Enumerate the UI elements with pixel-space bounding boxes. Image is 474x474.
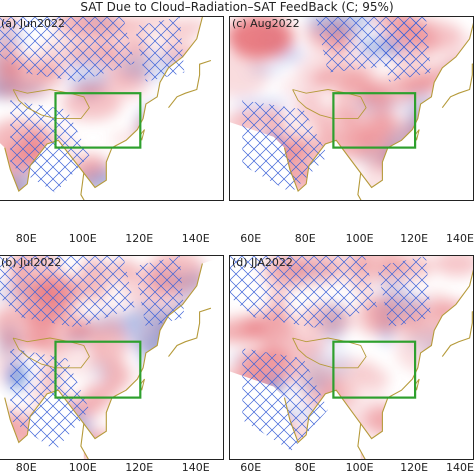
map-jja2022 [230,256,473,459]
x-tick-label: 100E [345,232,374,245]
coastline-japan [441,63,473,109]
x-tick-label: 120E [125,461,154,474]
coastline-japan [168,307,212,357]
plateau-contour [12,337,90,369]
panel-jja2022: (d) JJA2022 [229,255,474,460]
study-region-box [332,340,417,399]
panel-label: (a) Jun2022 [1,17,66,30]
x-tick-label: 120E [125,232,154,245]
x-tick-label: 80E [15,232,37,245]
coastline [80,263,203,459]
panel-jun2022: (a) Jun2022 [0,16,224,201]
coastline [357,269,473,459]
coastline-japan [441,311,473,357]
panel-label: (c) Aug2022 [232,17,300,30]
coastline [80,17,203,200]
figure-title: SAT Due to Cloud–Radiation–SAT FeedBack … [80,0,394,14]
x-tick-label: 140E [181,232,210,245]
significance-hatching [0,17,185,193]
study-region-box [54,340,142,399]
x-tick-label: 120E [400,461,429,474]
coastline-india [283,139,362,193]
x-tick-label: 140E [446,232,474,245]
significance-hatching [0,256,185,451]
panel-aug2022: (c) Aug2022 [229,16,474,201]
plateau-contour [12,89,90,120]
plateau-contour [292,337,367,369]
panel-label: (d) JJA2022 [232,256,293,269]
map-jun2022 [0,17,223,200]
x-tick-label: 100E [68,461,97,474]
x-tick-label: 60E [240,232,262,245]
x-tick-label: 120E [400,232,429,245]
coastline-india [4,389,85,444]
study-region-box [332,92,417,149]
coastline [357,22,473,200]
x-tick-label: 140E [181,461,210,474]
study-region-box [54,92,142,149]
x-tick-label: 140E [446,461,474,474]
significance-hatching [242,17,431,193]
map-aug2022 [230,17,473,200]
coastline-india [283,389,362,444]
x-tick-label: 100E [68,232,97,245]
plateau-contour [292,89,367,120]
panel-jul2022: (b) Jul2022 [0,255,224,460]
x-tick-label: 80E [294,232,316,245]
x-tick-label: 80E [294,461,316,474]
panel-label: (b) Jul2022 [1,256,62,269]
coastline-japan [168,59,212,109]
coastline-india [4,139,85,193]
x-tick-label: 100E [345,461,374,474]
x-tick-label: 80E [15,461,37,474]
x-tick-label: 60E [240,461,262,474]
map-jul2022 [0,256,223,459]
